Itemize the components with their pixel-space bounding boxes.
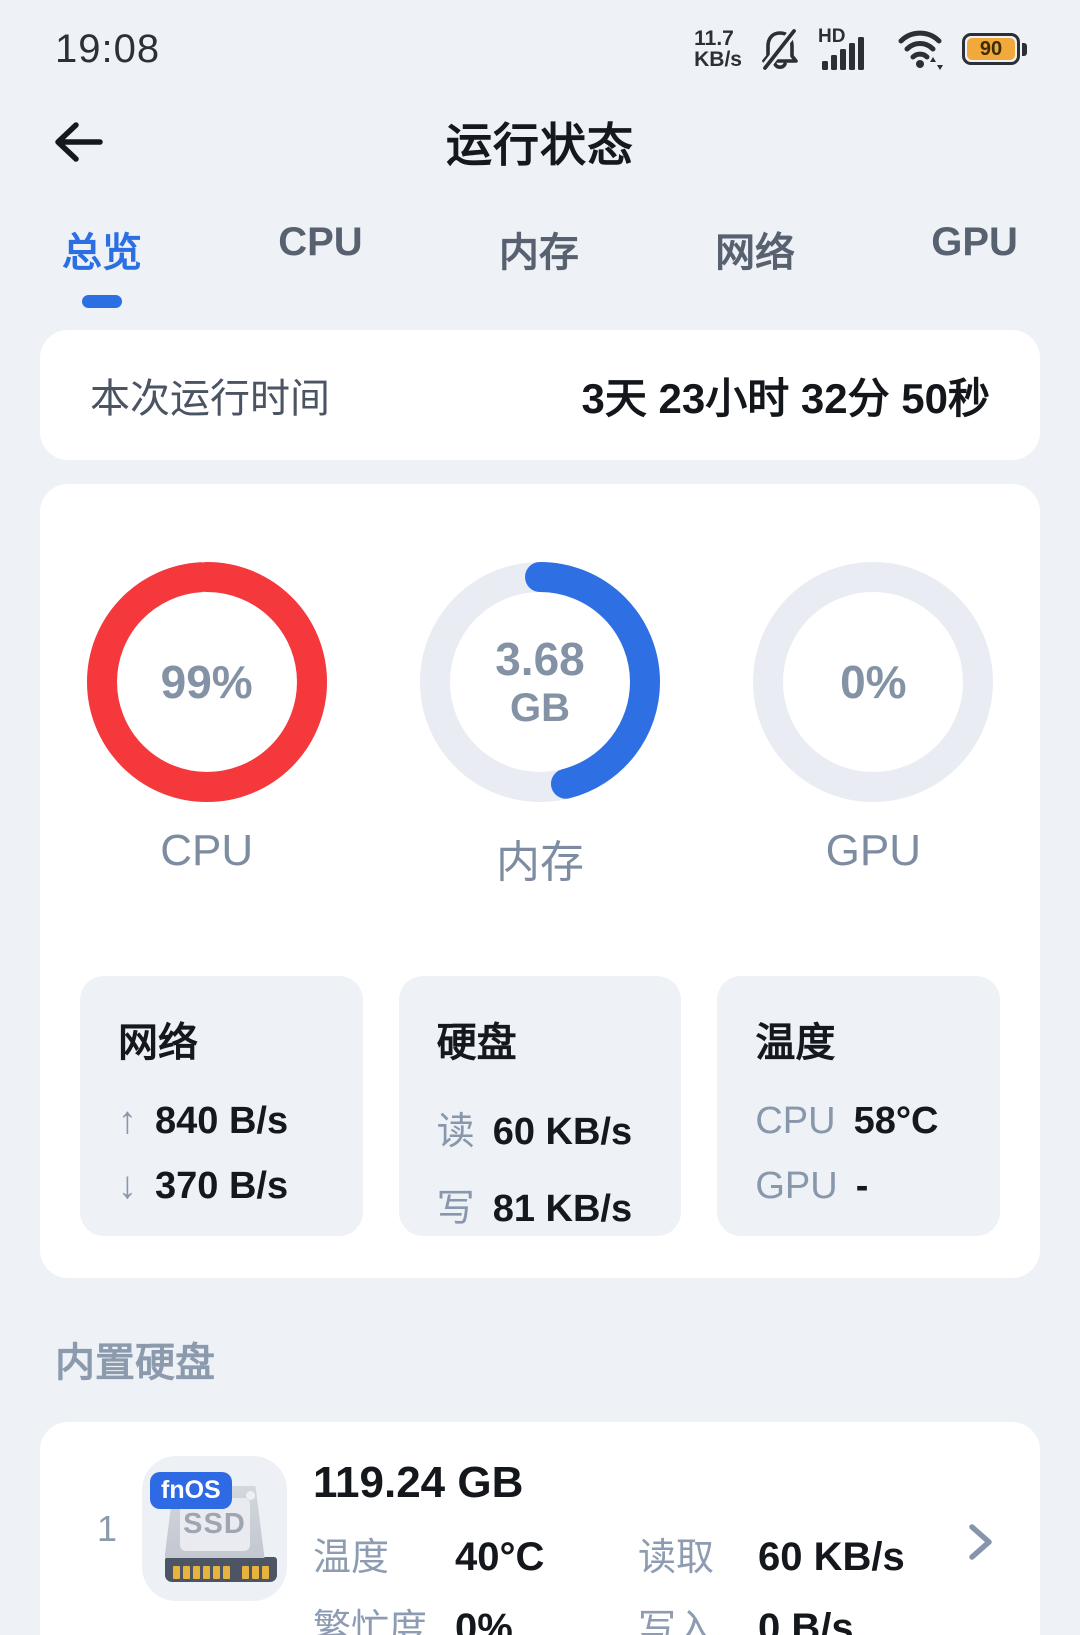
active-tab-indicator: [82, 295, 122, 308]
ssd-disk-icon: fnOS SSD: [142, 1456, 287, 1601]
stat-card-row: 网络 ↑ 840 B/s ↓ 370 B/s 硬盘 读 60 KB/s 写 81…: [80, 976, 1001, 1236]
disk-index: 1: [96, 1508, 118, 1549]
battery-level: 90: [967, 38, 1015, 60]
uptime-value: 3天 23小时 32分 50秒: [581, 374, 990, 422]
stat-row-cpu-temp: CPU 58°C: [755, 1100, 1000, 1143]
tab-overview[interactable]: 总览: [62, 220, 142, 308]
stat-row-gpu-temp: GPU -: [755, 1165, 1000, 1208]
stat-card-network-title: 网络: [118, 1021, 198, 1065]
disk-temp-value: 40°C: [455, 1535, 545, 1579]
download-arrow-icon: ↓: [118, 1165, 137, 1207]
cpu-temp-label: CPU: [755, 1100, 836, 1142]
network-speed-indicator: 11.7 KB/s: [694, 26, 742, 71]
uptime-label: 本次运行时间: [90, 377, 330, 421]
stat-card-temperature: 温度 CPU 58°C GPU -: [717, 976, 1001, 1236]
gpu-temp-value: -: [855, 1165, 869, 1207]
gpu-gauge-value: 0%: [840, 655, 907, 708]
disk-card: 1 fnOS SSD 119.24 GB 温度: [40, 1422, 1040, 1635]
stat-row-read: 读 60 KB/s: [437, 1100, 682, 1155]
disk-read-value: 60 KB/s: [758, 1535, 905, 1579]
page-title: 运行状态: [446, 119, 634, 171]
gpu-gauge: 0% GPU: [707, 562, 1040, 890]
disk-read-value: 60 KB/s: [492, 1111, 633, 1153]
back-button[interactable]: [50, 118, 106, 166]
gpu-temp-label: GPU: [755, 1165, 838, 1207]
uptime-card: 本次运行时间 3天 23小时 32分 50秒: [40, 330, 1040, 460]
section-title-internal-disks: 内置硬盘: [55, 1341, 215, 1385]
cpu-gauge-label: CPU: [160, 826, 254, 875]
cpu-gauge: 99% CPU: [40, 562, 373, 890]
memory-gauge-value: 3.68: [495, 632, 585, 685]
disk-temp-label: 温度: [313, 1537, 390, 1579]
download-speed-value: 370 B/s: [155, 1165, 289, 1207]
wifi-icon: [898, 30, 943, 70]
gauge-row: 99% CPU 3.68 GB 内存: [40, 562, 1040, 890]
disk-busy-stat: 繁忙度 0%: [313, 1597, 638, 1635]
disk-capacity: 119.24 GB: [313, 1458, 524, 1507]
tab-gpu[interactable]: GPU: [931, 220, 1018, 264]
stat-card-disk-title: 硬盘: [436, 1021, 517, 1065]
status-bar: 19:08 11.7 KB/s HD 90: [0, 0, 1080, 80]
ssd-connector: [164, 1557, 277, 1582]
stat-card-network: 网络 ↑ 840 B/s ↓ 370 B/s: [80, 976, 363, 1236]
clock-time: 19:08: [55, 26, 161, 71]
status-icons: 11.7 KB/s HD 90: [694, 26, 1028, 72]
status-overview-card: 99% CPU 3.68 GB 内存: [40, 484, 1040, 1278]
stat-card-temperature-title: 温度: [755, 1021, 836, 1065]
fnos-badge: fnOS: [150, 1472, 232, 1509]
mute-bell-icon: [761, 28, 798, 71]
cpu-temp-value: 58°C: [853, 1100, 939, 1142]
tab-bar: 总览 CPU 内存 网络 GPU: [62, 220, 1018, 308]
disk-write-value: 81 KB/s: [492, 1188, 633, 1230]
memory-gauge-unit: GB: [509, 686, 570, 731]
tab-memory[interactable]: 内存: [498, 231, 579, 275]
disk-write-label: 写入: [638, 1608, 715, 1635]
memory-gauge: 3.68 GB 内存: [373, 562, 706, 890]
disk-read-stat: 读取 60 KB/s: [638, 1526, 968, 1581]
network-speed-unit: KB/s: [694, 48, 742, 71]
gpu-gauge-label: GPU: [825, 826, 921, 875]
upload-arrow-icon: ↑: [118, 1100, 137, 1142]
hd-signal-icon: HD: [818, 26, 880, 72]
stat-row-write: 写 81 KB/s: [437, 1177, 682, 1232]
page-header: 运行状态: [0, 94, 1080, 190]
disk-busy-value: 0%: [455, 1606, 513, 1635]
disk-busy-label: 繁忙度: [313, 1608, 428, 1635]
disk-write-stat: 写入 0 B/s: [638, 1597, 968, 1635]
disk-temp-stat: 温度 40°C: [313, 1526, 638, 1581]
tab-cpu[interactable]: CPU: [278, 220, 363, 264]
disk-write-label: 写: [436, 1188, 475, 1230]
upload-speed-value: 840 B/s: [155, 1100, 289, 1142]
battery-icon: 90: [962, 32, 1028, 66]
network-speed-value: 11.7: [694, 26, 734, 50]
cpu-gauge-value: 99%: [160, 655, 253, 708]
ssd-screw-dot: [245, 1491, 255, 1500]
tab-network[interactable]: 网络: [715, 231, 796, 275]
stat-row-download: ↓ 370 B/s: [118, 1165, 363, 1208]
disk-list-item[interactable]: 119.24 GB 温度 40°C 繁忙度 0% 读取 60 KB/s 写入: [313, 1456, 968, 1635]
disk-write-value: 0 B/s: [758, 1606, 854, 1635]
disk-read-label: 读取: [638, 1537, 715, 1579]
hd-volte-label: HD: [818, 26, 846, 47]
disk-read-label: 读: [436, 1111, 475, 1153]
chevron-right-icon[interactable]: [968, 1522, 994, 1562]
memory-gauge-label: 内存: [495, 838, 584, 887]
stat-row-upload: ↑ 840 B/s: [118, 1100, 363, 1143]
signal-bars-icon: [822, 37, 864, 70]
stat-card-disk: 硬盘 读 60 KB/s 写 81 KB/s: [398, 976, 682, 1236]
